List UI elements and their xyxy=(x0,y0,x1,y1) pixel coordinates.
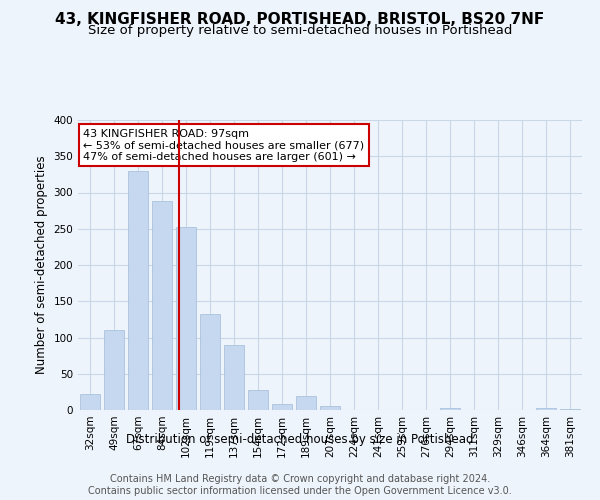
Text: Contains public sector information licensed under the Open Government Licence v3: Contains public sector information licen… xyxy=(88,486,512,496)
Text: 43, KINGFISHER ROAD, PORTISHEAD, BRISTOL, BS20 7NF: 43, KINGFISHER ROAD, PORTISHEAD, BRISTOL… xyxy=(55,12,545,28)
Bar xyxy=(320,406,340,410)
Y-axis label: Number of semi-detached properties: Number of semi-detached properties xyxy=(35,156,48,374)
Text: Distribution of semi-detached houses by size in Portishead: Distribution of semi-detached houses by … xyxy=(126,432,474,446)
Text: Size of property relative to semi-detached houses in Portishead: Size of property relative to semi-detach… xyxy=(88,24,512,37)
Bar xyxy=(152,201,172,410)
Bar xyxy=(440,408,460,410)
Bar xyxy=(104,330,124,410)
Bar xyxy=(272,404,292,410)
Bar xyxy=(128,171,148,410)
Bar xyxy=(176,228,196,410)
Bar xyxy=(296,396,316,410)
Text: Contains HM Land Registry data © Crown copyright and database right 2024.: Contains HM Land Registry data © Crown c… xyxy=(110,474,490,484)
Text: 43 KINGFISHER ROAD: 97sqm
← 53% of semi-detached houses are smaller (677)
47% of: 43 KINGFISHER ROAD: 97sqm ← 53% of semi-… xyxy=(83,128,364,162)
Bar xyxy=(224,345,244,410)
Bar xyxy=(200,314,220,410)
Bar xyxy=(248,390,268,410)
Bar xyxy=(560,408,580,410)
Bar xyxy=(80,394,100,410)
Bar xyxy=(536,408,556,410)
